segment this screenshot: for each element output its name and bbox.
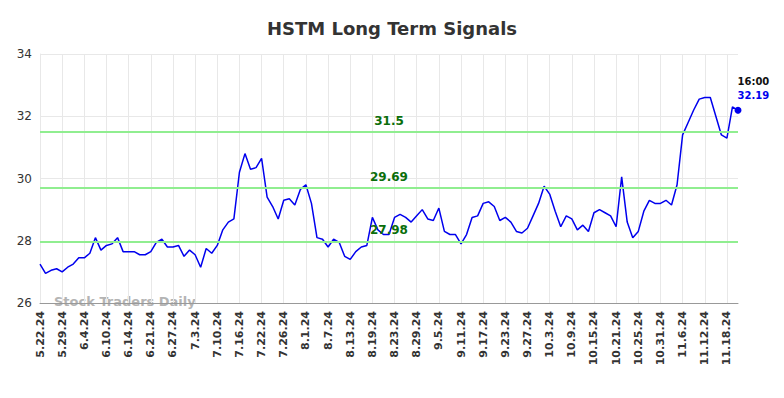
svg-text:32: 32 [17, 109, 32, 123]
svg-text:10.3.24: 10.3.24 [543, 311, 556, 358]
svg-text:34: 34 [17, 47, 32, 61]
svg-text:6.4.24: 6.4.24 [78, 311, 91, 350]
svg-text:7.10.24: 7.10.24 [211, 311, 224, 358]
svg-text:8.7.24: 8.7.24 [322, 311, 335, 350]
svg-text:8.23.24: 8.23.24 [388, 311, 401, 358]
svg-text:9.17.24: 9.17.24 [477, 311, 490, 358]
svg-text:5.29.24: 5.29.24 [56, 311, 69, 358]
svg-text:7.26.24: 7.26.24 [277, 311, 290, 358]
svg-text:28: 28 [17, 234, 32, 248]
svg-text:5.22.24: 5.22.24 [34, 311, 47, 358]
svg-text:8.1.24: 8.1.24 [299, 311, 312, 350]
svg-text:7.22.24: 7.22.24 [255, 311, 268, 358]
svg-text:16:00: 16:00 [738, 76, 770, 87]
svg-text:10.25.24: 10.25.24 [632, 311, 645, 366]
svg-text:6.27.24: 6.27.24 [166, 311, 179, 358]
svg-text:6.21.24: 6.21.24 [144, 311, 157, 358]
svg-text:8.19.24: 8.19.24 [366, 311, 379, 358]
svg-text:10.15.24: 10.15.24 [587, 311, 600, 366]
svg-text:11.12.24: 11.12.24 [698, 311, 711, 366]
svg-text:9.11.24: 9.11.24 [455, 311, 468, 358]
svg-text:6.10.24: 6.10.24 [100, 311, 113, 358]
svg-text:31.5: 31.5 [374, 114, 404, 128]
svg-text:HSTM Long Term Signals: HSTM Long Term Signals [267, 18, 517, 39]
svg-text:7.3.24: 7.3.24 [189, 311, 202, 350]
svg-text:29.69: 29.69 [370, 170, 408, 184]
svg-text:10.21.24: 10.21.24 [610, 311, 623, 366]
svg-text:9.5.24: 9.5.24 [432, 311, 445, 350]
svg-text:11.6.24: 11.6.24 [676, 311, 689, 358]
svg-text:7.16.24: 7.16.24 [233, 311, 246, 358]
svg-text:9.27.24: 9.27.24 [521, 311, 534, 358]
svg-text:Stock Traders Daily: Stock Traders Daily [54, 294, 196, 309]
svg-text:9.23.24: 9.23.24 [499, 311, 512, 358]
svg-text:30: 30 [17, 172, 32, 186]
svg-text:8.29.24: 8.29.24 [410, 311, 423, 358]
svg-text:26: 26 [17, 296, 32, 310]
svg-text:32.19: 32.19 [738, 90, 770, 101]
svg-text:11.18.24: 11.18.24 [720, 311, 733, 366]
svg-text:8.13.24: 8.13.24 [344, 311, 357, 358]
svg-text:10.9.24: 10.9.24 [565, 311, 578, 358]
svg-text:27.98: 27.98 [370, 223, 408, 237]
svg-text:10.31.24: 10.31.24 [654, 311, 667, 366]
svg-text:6.14.24: 6.14.24 [122, 311, 135, 358]
